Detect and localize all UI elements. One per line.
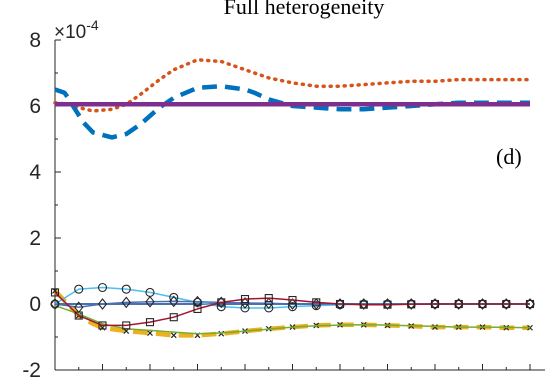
data-point xyxy=(74,284,84,294)
data-point xyxy=(98,321,107,330)
data-point xyxy=(193,304,202,314)
data-point xyxy=(454,299,463,309)
data-point xyxy=(97,298,108,310)
data-point xyxy=(217,298,226,307)
data-point xyxy=(147,330,153,336)
data-point xyxy=(406,298,416,310)
data-point xyxy=(477,298,488,310)
data-point xyxy=(97,282,108,293)
data-point xyxy=(501,298,511,310)
data-point xyxy=(335,299,345,309)
series-mustard xyxy=(52,287,533,339)
exponent-power: -4 xyxy=(86,17,99,33)
data-point xyxy=(407,300,416,309)
series-line xyxy=(54,83,530,140)
chart-title: Full heterogeneity xyxy=(224,0,385,19)
data-point xyxy=(74,311,83,320)
data-point xyxy=(383,300,392,309)
data-point xyxy=(335,298,345,310)
series-dotted_orange xyxy=(53,58,532,113)
series-dashed_blue xyxy=(54,83,530,140)
data-point xyxy=(525,298,535,310)
data-point xyxy=(525,299,535,309)
data-point xyxy=(430,299,440,309)
data-point xyxy=(50,288,60,297)
data-point xyxy=(359,300,368,309)
data-point xyxy=(287,298,298,310)
y-tick-label: 0 xyxy=(29,293,41,316)
series-maroon xyxy=(50,288,535,330)
data-point xyxy=(216,296,226,309)
data-point xyxy=(169,313,178,322)
data-point xyxy=(192,295,203,308)
series-layer xyxy=(50,58,535,339)
y-tick-label: -2 xyxy=(22,359,41,382)
data-point xyxy=(145,318,155,327)
y-exponent-label: ×10-4 xyxy=(54,17,99,43)
y-tick-label: 6 xyxy=(29,95,41,118)
series-line xyxy=(53,58,532,113)
data-point xyxy=(240,303,250,313)
data-point xyxy=(170,332,177,339)
data-point xyxy=(121,296,131,309)
data-point xyxy=(478,299,487,309)
data-point xyxy=(240,294,250,304)
data-point xyxy=(382,298,393,310)
data-point xyxy=(169,295,179,308)
data-point xyxy=(502,299,511,309)
y-tick-label: 4 xyxy=(29,161,41,184)
data-point xyxy=(240,297,250,309)
data-point xyxy=(145,295,155,308)
data-point xyxy=(359,298,369,310)
data-point xyxy=(288,295,297,305)
panel-label: (d) xyxy=(496,144,522,169)
series-line xyxy=(54,291,530,327)
exponent-base: ×10 xyxy=(54,22,86,43)
y-tick-label: 2 xyxy=(29,227,41,250)
series-olive xyxy=(54,304,531,335)
data-point xyxy=(312,298,321,307)
data-point xyxy=(121,284,131,294)
data-point xyxy=(264,294,273,303)
y-tick-label: 8 xyxy=(29,29,41,52)
data-point xyxy=(122,321,131,330)
y-ticks: -2 0 2 4 6 8 xyxy=(22,29,61,382)
data-point xyxy=(430,298,440,310)
x-ticks xyxy=(54,364,531,370)
data-point xyxy=(287,302,298,312)
data-point xyxy=(50,298,60,310)
series-line xyxy=(54,304,531,335)
data-point xyxy=(454,298,464,310)
axes-frame xyxy=(54,40,545,371)
